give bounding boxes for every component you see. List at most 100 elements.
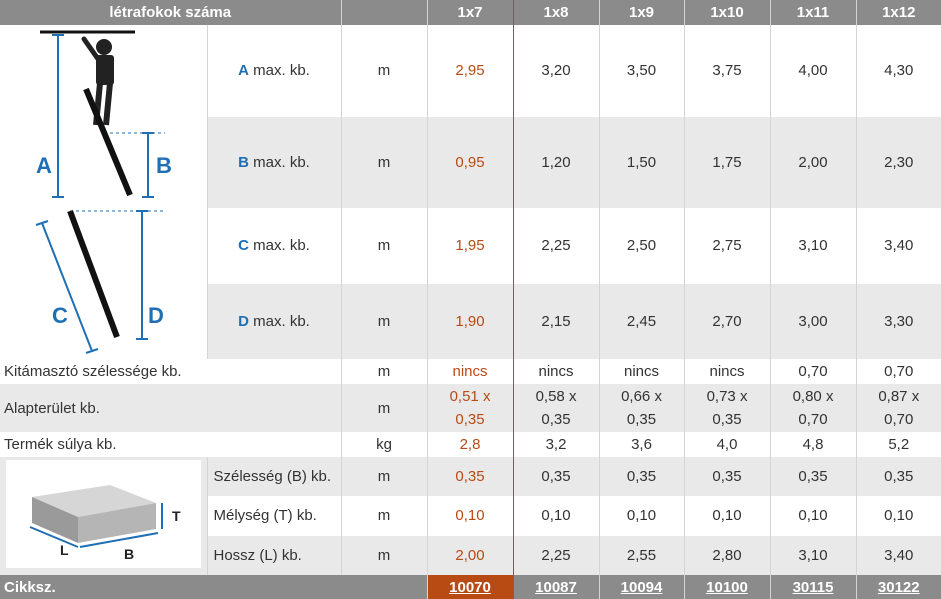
pack-width-label: Szélesség (B) kb. [207,457,342,496]
weight-label: Termék súlya kb. [0,432,342,457]
dim-label-c: C [52,303,68,328]
value-cell: 2,55 [599,536,685,575]
unit-cell: m [341,208,428,284]
value-cell: 3,30 [856,283,941,359]
value-cell: 3,6 [599,432,685,457]
ladder-c-label: C max. kb. [207,208,342,284]
value-cell: 2,30 [856,116,941,209]
value-cell: 4,0 [684,432,771,457]
label-text: max. kb. [253,312,310,330]
footer-label: Cikksz. [0,575,428,599]
value-cell: 0,10 [856,495,941,536]
value-cell: 0,51 x 0,35 [426,384,514,432]
pack-row-depth: Mélység (T) kb. m 0,10 0,10 0,10 0,10 0,… [0,495,941,536]
value-cell: 0,10 [426,495,514,536]
value-cell: 2,25 [513,536,600,575]
value-cell: 2,15 [513,283,600,359]
product-code-link[interactable]: 30122 [877,578,920,596]
unit-cell: m [341,457,428,496]
value-cell: 4,30 [856,25,941,117]
ladder-diagram: A B C D [35,30,172,354]
value-cell: 1,90 [426,283,514,359]
value-cell: 0,10 [684,495,771,536]
value-cell: 2,00 [426,536,514,575]
value-cell: nincs [599,359,685,384]
value-cell: 2,50 [599,208,685,284]
value-cell: 0,73 x 0,35 [684,384,771,432]
value-cell: 4,8 [770,432,857,457]
value-cell: 3,40 [856,208,941,284]
box-label-b: B [124,546,134,562]
product-code-cell: 10070 [426,575,514,599]
unit-cell: m [341,495,428,536]
ladder-row-b: B max. kb. m 0,95 1,20 1,50 1,75 2,00 2,… [0,116,941,209]
area-row: Alapterület kb. m 0,51 x 0,35 0,58 x 0,35 … [0,384,941,432]
label-text: max. kb. [253,62,310,80]
value-cell: 3,2 [513,432,600,457]
header-row: létrafokok száma 1x7 1x8 1x9 1x10 1x11 1… [0,0,941,25]
value-cell: 2,75 [684,208,771,284]
header-title: létrafokok száma [0,0,342,25]
product-code-link[interactable]: 10087 [535,578,577,596]
value-cell: 1,75 [684,116,771,209]
value-cell: 2,70 [684,283,771,359]
header-col-5: 1x11 [770,0,857,25]
pack-length-label: Hossz (L) kb. [207,536,342,575]
pack-row-width: T L B Szélesség (B) kb. m 0,35 0,35 0,35… [0,457,941,575]
product-code-cell: 10094 [599,575,685,599]
box-label-t: T [172,508,181,524]
value-cell: 3,00 [770,283,857,359]
product-code-link[interactable]: 10070 [449,578,491,596]
header-col-3: 1x9 [599,0,685,25]
letter-d: D [238,312,249,330]
product-code-cell: 10100 [684,575,771,599]
value-cell: 0,80 x 0,70 [770,384,857,432]
ladder-figure: A B C D [0,25,208,359]
value-cell: 3,50 [599,25,685,117]
value-cell: 3,20 [513,25,600,117]
value-cell: 0,10 [770,495,857,536]
value-cell: 3,75 [684,25,771,117]
value-cell: 3,10 [770,208,857,284]
value-cell: nincs [426,359,514,384]
value-cell: 1,20 [513,116,600,209]
unit-cell: m [341,536,428,575]
worker-icon [81,36,114,126]
weight-row: Termék súlya kb. kg 2,8 3,2 3,6 4,0 4,8 … [0,432,941,457]
unit-cell: m [341,359,428,384]
pack-depth-label: Mélység (T) kb. [207,495,342,536]
value-cell: 0,95 [426,116,514,209]
product-code-link[interactable]: 30115 [792,578,834,596]
value-cell: 2,25 [513,208,600,284]
letter-a: A [238,62,249,80]
value-cell: 2,45 [599,283,685,359]
header-col-1: 1x7 [426,0,514,25]
product-code-cell: 10087 [513,575,600,599]
value-cell: 0,58 x 0,35 [513,384,600,432]
ladder-row-d: D max. kb. m 1,90 2,15 2,45 2,70 3,00 3,… [0,283,941,359]
ladder-b-label: B max. kb. [207,116,342,209]
header-col-6: 1x12 [856,0,941,25]
value-cell: 5,2 [888,436,910,453]
product-code-cell: 30122 [856,575,941,599]
value-cell: 0,35 [770,457,857,496]
value-cell: 0,70 [884,363,914,380]
box-diagram: T L B [6,460,201,568]
box-figure: T L B [0,457,208,575]
value-cell: 2,80 [684,536,771,575]
ladder-row-c: C max. kb. m 1,95 2,25 2,50 2,75 3,10 3,… [0,208,941,284]
unit-cell: m [341,384,428,432]
value-cell: 0,87 x 0,70 [878,388,920,428]
footer-row: Cikksz. 10070 10087 10094 10100 30115 30… [0,575,941,599]
ladder-d-label: D max. kb. [207,283,342,359]
unit-cell: m [341,116,428,209]
product-code-link[interactable]: 10100 [706,578,748,596]
value-cell: 2,95 [426,25,514,117]
value-cell: 2,00 [770,116,857,209]
value-cell: 3,40 [856,536,941,575]
dim-label-a: A [36,153,52,178]
value-cell: 0,10 [513,495,600,536]
area-label: Alapterület kb. [0,384,342,432]
product-code-link[interactable]: 10094 [620,578,663,596]
